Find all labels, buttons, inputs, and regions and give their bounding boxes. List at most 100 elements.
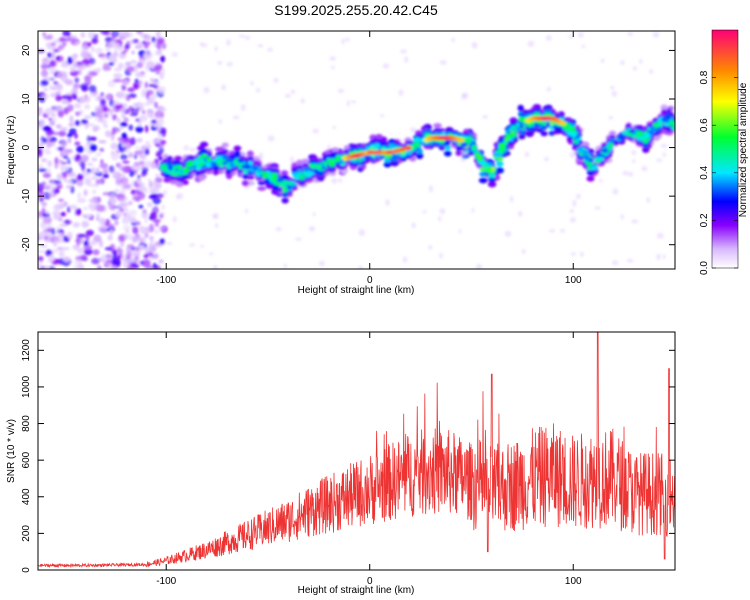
noise-blob [90,46,95,53]
noise-blob [81,45,90,50]
ridge-blob [281,197,289,204]
noise-blob [133,161,142,167]
noise-blob [47,160,52,167]
noise-blob [161,67,166,75]
noise-blob [136,31,143,35]
noise-blob [122,160,130,164]
noise-blob [60,145,66,151]
noise-blob [145,124,149,133]
noise-blob [53,204,61,212]
noise-blob [157,86,166,94]
noise-blob [114,220,119,226]
noise-blob [58,216,63,222]
noise-blob [594,206,601,210]
noise-blob [42,191,51,200]
noise-blob [214,46,218,52]
x-tick-label: -100 [156,576,176,587]
ridge-blob [186,160,195,165]
ridge-blob [169,178,178,185]
noise-blob [569,152,575,158]
noise-blob [88,85,97,93]
noise-blob [96,204,106,212]
noise-blob [84,104,91,110]
noise-blob [136,236,144,243]
noise-blob [267,135,275,142]
noise-blob [569,217,576,223]
ridge-blob [222,161,228,165]
noise-blob [110,153,120,161]
noise-blob [159,212,166,216]
ridge-blob [242,169,249,174]
noise-blob [136,43,142,48]
ridge-blob [222,149,229,154]
ridge-blob [390,156,399,162]
ridge-peak-blob [405,146,412,150]
ridge-blob [388,143,396,149]
noise-blob [66,206,71,213]
noise-blob [123,207,129,212]
noise-blob [238,34,246,38]
colorbar: 0.0 0.2 0.4 0.6 0.8 Normalized spectral ampl… [699,29,749,275]
spectrogram-x-ticks: -100 0 100 [156,31,582,286]
ridge-blob [233,151,241,157]
noise-blob [175,194,180,200]
noise-blob [61,94,71,100]
noise-blob [332,125,336,130]
noise-blob [144,49,151,55]
noise-blob [148,83,157,87]
ridge-blob [257,186,267,192]
noise-blob [50,248,59,254]
noise-blob [451,38,456,42]
noise-blob [81,220,90,228]
noise-blob [129,209,137,216]
noise-blob [100,54,110,61]
noise-blob [132,82,141,90]
ridge-blob [263,172,269,177]
noise-blob [122,183,131,190]
ridge-blob [609,135,616,140]
noise-blob [136,62,144,69]
ridge-blob [635,130,644,135]
noise-blob [57,130,67,137]
noise-blob [88,203,94,209]
noise-blob [113,73,123,79]
noise-blob [123,79,129,86]
noise-blob [611,90,618,97]
noise-blob [154,264,161,269]
ridge-blob [221,142,229,148]
noise-blob [85,229,94,237]
noise-blob [183,145,189,151]
ridge-blob [301,158,310,165]
colorbar-tick-label: 0.4 [699,165,710,179]
ridge-blob [200,153,208,159]
ridge-blob [281,174,288,180]
ridge-blob [282,188,288,193]
noise-blob [83,245,93,250]
noise-blob [144,232,149,238]
noise-blob [76,145,84,153]
noise-blob [95,179,100,185]
noise-blob [517,210,523,217]
noise-blob [42,216,52,224]
ridge-blob [334,157,341,162]
noise-blob [572,199,577,207]
noise-blob [68,128,77,136]
noise-blob [124,196,129,200]
noise-blob [142,109,146,115]
noise-blob [39,244,48,248]
noise-blob [156,118,165,126]
noise-blob [55,94,63,102]
noise-blob [63,151,69,156]
ridge-blob [540,131,548,137]
noise-blob [44,226,52,230]
noise-blob [38,231,47,238]
ridge-blob [609,130,616,136]
noise-blob [129,137,135,144]
ridge-blob [375,134,383,140]
noise-blob [632,159,636,164]
noise-blob [345,37,350,42]
noise-blob [61,161,67,166]
ridge-blob [177,165,183,171]
noise-blob [83,206,88,211]
